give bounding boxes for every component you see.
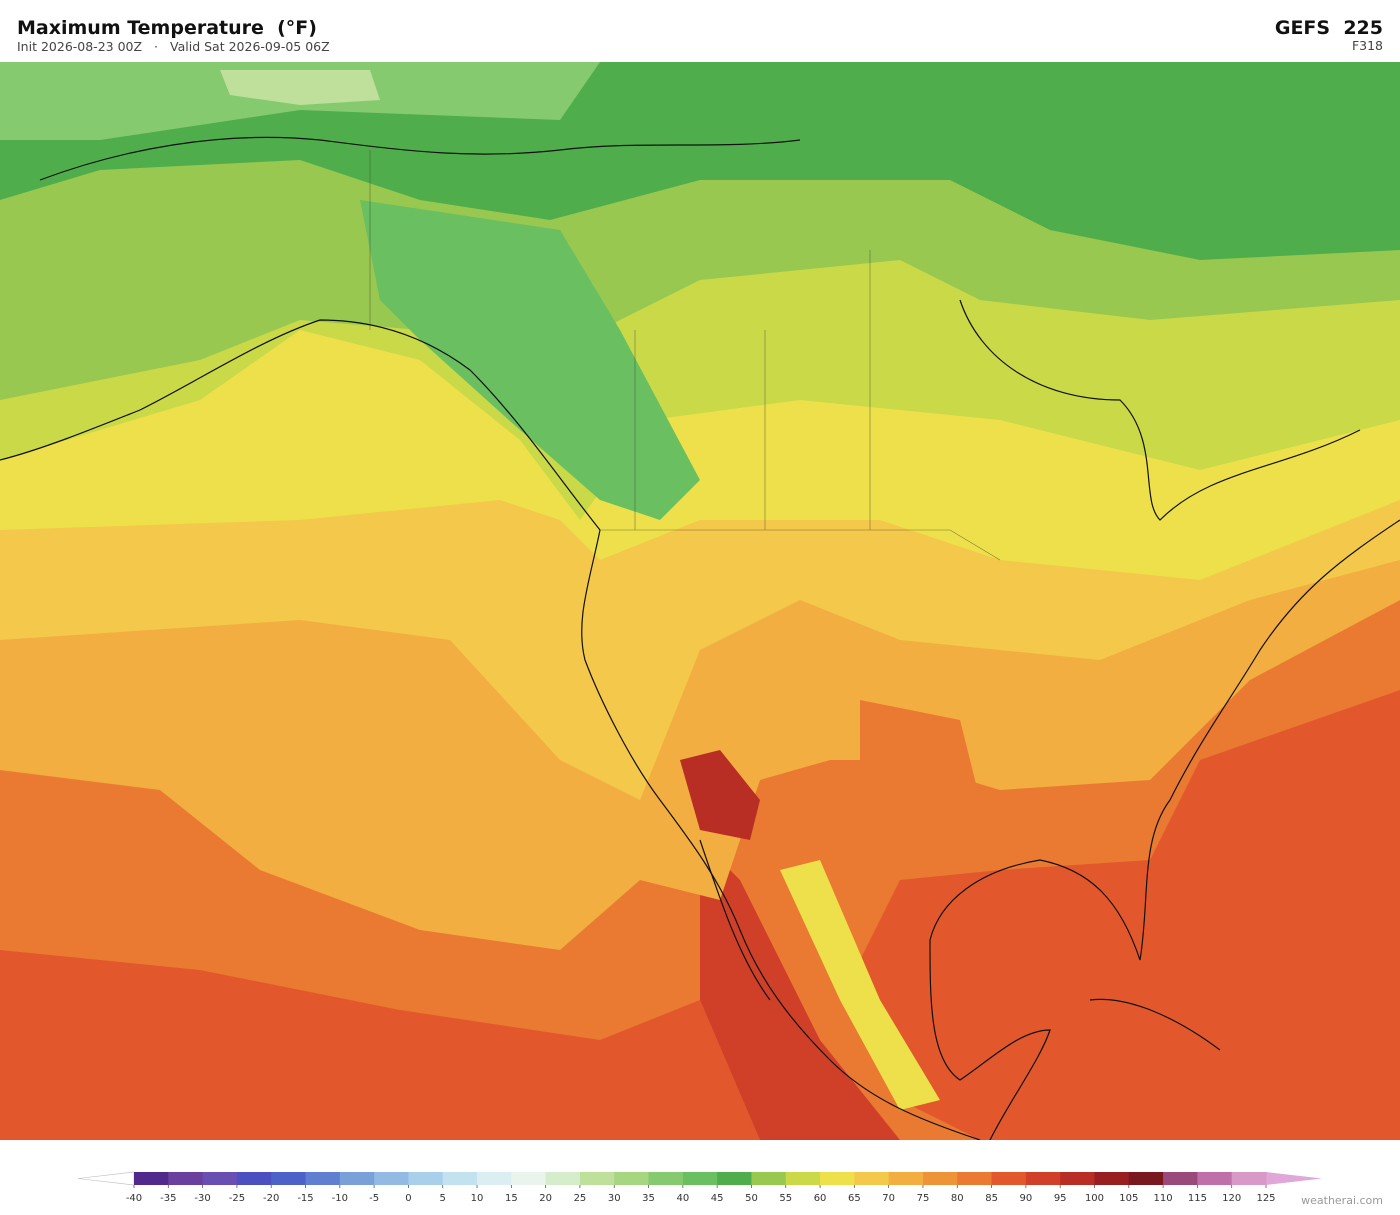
colorbar-segment [271,1172,307,1185]
colorbar-tick-label: 35 [642,1193,655,1204]
model-label: GEFS 225 [1275,17,1383,39]
colorbar-segment [888,1172,924,1185]
colorbar-tick-label: -20 [263,1193,279,1204]
colorbar-segment [682,1172,718,1185]
colorbar-tick-label: -25 [229,1193,245,1204]
colorbar-segment [442,1172,478,1185]
colorbar-tick-label: 65 [848,1193,861,1204]
colorbar-segment [202,1172,238,1185]
colorbar-tick-label: 55 [779,1193,792,1204]
subtitle: Init 2026-08-23 00Z · Valid Sat 2026-09-05… [17,39,330,54]
colorbar-tick-label: 30 [608,1193,621,1204]
colorbar-segment [168,1172,204,1185]
colorbar-tick-label: -35 [160,1193,176,1204]
colorbar-tick-label: -40 [126,1193,142,1204]
map [0,62,1400,1140]
colorbar-segment [339,1172,375,1185]
colorbar-tick-label: 105 [1119,1193,1138,1204]
colorbar-under [77,1171,135,1186]
colorbar: -40 -35 -30 -25 -20 -15 -10 -5 0 5 10 15 20 25 30 35 40 4… [77,1171,1322,1204]
forecast-hour: F318 [1352,38,1383,53]
colorbar-tick-label: -30 [194,1193,210,1204]
colorbar-tick-label: -10 [332,1193,348,1204]
title: Maximum Temperature (°F) [17,17,317,39]
colorbar-segment [991,1172,1027,1185]
colorbar-segment [1128,1172,1164,1185]
colorbar-tick-label: 100 [1085,1193,1104,1204]
colorbar-tick-label: -5 [369,1193,379,1204]
colorbar-tick-label: 45 [711,1193,724,1204]
colorbar-tick-label: 85 [985,1193,998,1204]
colorbar-tick-label: 10 [471,1193,484,1204]
colorbar-tick-label: 60 [814,1193,827,1204]
colorbar-segment [751,1172,787,1185]
colorbar-segment [511,1172,547,1185]
colorbar-segment [717,1172,752,1185]
colorbar-segment [134,1172,169,1185]
colorbar-segment [648,1172,684,1185]
colorbar-segment [820,1172,855,1185]
colorbar-tick-label: 70 [882,1193,895,1204]
colorbar-segment [614,1172,650,1185]
colorbar-segment [477,1172,512,1185]
credit: weatherai.com [1301,1194,1383,1207]
colorbar-segment [236,1172,272,1185]
colorbar-tick-label: 5 [440,1193,446,1204]
colorbar-tick-label: 15 [505,1193,518,1204]
colorbar-segment [579,1172,615,1185]
colorbar-tick-label: 125 [1256,1193,1275,1204]
separator: · [154,39,158,54]
valid-time: Valid Sat 2026-09-05 06Z [170,39,330,54]
colorbar-tick-label: 110 [1154,1193,1173,1204]
colorbar-segment [922,1172,958,1185]
colorbar-tick-label: -15 [297,1193,313,1204]
colorbar-segment [1163,1172,1198,1185]
colorbar-tick-label: 80 [951,1193,964,1204]
colorbar-tick-label: 40 [676,1193,689,1204]
colorbar-segment [1231,1172,1267,1185]
colorbar-tick-label: 120 [1222,1193,1241,1204]
colorbar-tick-label: 50 [745,1193,758,1204]
colorbar-tick-label: 75 [917,1193,930,1204]
colorbar-segment [785,1172,821,1185]
colorbar-segment [1197,1172,1233,1185]
init-time: Init 2026-08-23 00Z [17,39,142,54]
colorbar-tick-label: 90 [1020,1193,1033,1204]
colorbar-tick-label: 115 [1188,1193,1207,1204]
colorbar-segment [854,1172,890,1185]
colorbar-tick-label: 95 [1054,1193,1067,1204]
colorbar-tick-label: 20 [539,1193,552,1204]
colorbar-segment [1060,1172,1095,1185]
colorbar-tick-label: 25 [574,1193,587,1204]
colorbar-segment [305,1172,341,1185]
colorbar-segment [374,1172,409,1185]
colorbar-over [1266,1172,1322,1185]
colorbar-segment [1025,1172,1061,1185]
colorbar-segment [957,1172,993,1185]
colorbar-segment [408,1172,444,1185]
colorbar-segment [545,1172,581,1185]
colorbar-tick-label: 0 [405,1193,411,1204]
colorbar-segment [1094,1172,1130,1185]
